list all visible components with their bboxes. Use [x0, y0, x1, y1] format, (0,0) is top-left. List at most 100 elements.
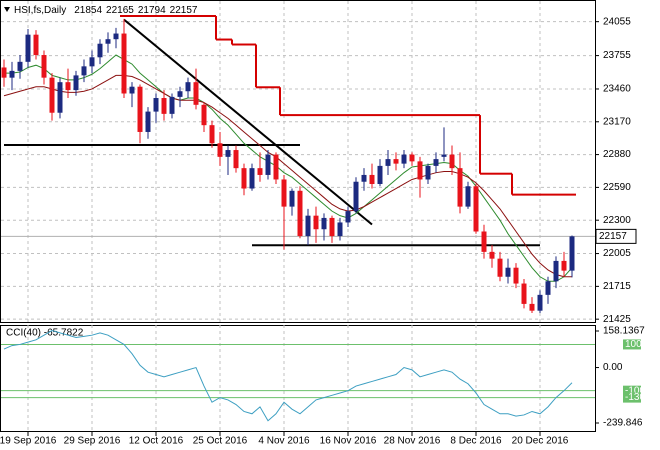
candle-body: [473, 186, 479, 232]
candle-body: [385, 159, 391, 166]
candle-body: [561, 260, 567, 271]
candle-body: [553, 260, 559, 282]
y-limit-label: -239.846: [603, 418, 643, 429]
candle-body: [145, 111, 151, 132]
x-tick-label: 16 Nov 2016: [320, 436, 377, 447]
candle-body: [185, 82, 191, 92]
candle-body: [121, 33, 127, 94]
candle-body: [217, 143, 223, 157]
last-close: 22157: [170, 5, 198, 16]
last-price-box: [595, 228, 637, 244]
y-tick-label: 21425: [603, 314, 631, 325]
candle-body: [545, 281, 551, 295]
candle-body: [65, 82, 71, 91]
y-tick-label: 23460: [603, 84, 631, 95]
cci-title: CCI(40) -65.7822: [6, 328, 84, 339]
y-tick-label: 22300: [603, 215, 631, 226]
candle-body: [9, 70, 15, 78]
x-tick-label: 28 Nov 2016: [384, 436, 441, 447]
x-tick-label: 20 Dec 2016: [512, 436, 569, 447]
level-label: 100: [625, 339, 642, 350]
candle-body: [449, 154, 455, 169]
candle-body: [537, 294, 543, 311]
candle-body: [329, 217, 335, 237]
candle-body: [497, 258, 503, 277]
candle-body: [161, 98, 167, 114]
level-box: [623, 392, 641, 403]
candle-body: [353, 181, 359, 212]
candle-body: [105, 39, 111, 44]
last-high: 22165: [106, 5, 134, 16]
y-limit-label: 158.1367: [603, 326, 645, 337]
candle-body: [33, 34, 39, 56]
candle-body: [489, 251, 495, 259]
candle-body: [393, 159, 399, 164]
candle-body: [313, 215, 319, 230]
candle-body: [465, 186, 471, 207]
candle-body: [193, 82, 199, 105]
candle-body: [209, 125, 215, 144]
candle-body: [169, 96, 175, 114]
candle-body: [25, 34, 31, 62]
cci-pane: [0, 325, 596, 432]
candle-body: [369, 174, 375, 184]
x-tick-label: 8 Dec 2016: [450, 436, 502, 447]
candle-body: [57, 82, 63, 113]
x-tick-label: 4 Nov 2016: [258, 436, 310, 447]
candle-body: [201, 104, 207, 126]
candle-body: [257, 168, 263, 175]
x-tick-label: 25 Oct 2016: [193, 436, 248, 447]
last-low: 21794: [138, 5, 166, 16]
candle-body: [1, 67, 7, 78]
level-box: [623, 339, 641, 350]
candle-body: [569, 236, 575, 271]
candle-body: [481, 231, 487, 252]
candle-body: [137, 86, 143, 132]
candle-body: [441, 154, 447, 157]
y-tick-label: 22590: [603, 182, 631, 193]
y-tick-label: 23170: [603, 116, 631, 127]
candle-body: [337, 222, 343, 237]
candle-body: [241, 168, 247, 189]
candle-body: [297, 190, 303, 237]
candle-body: [305, 215, 311, 237]
candle-body: [17, 61, 23, 71]
cci-line: [3, 330, 573, 422]
candle-body: [281, 179, 287, 207]
x-tick-label: 29 Sep 2016: [64, 436, 121, 447]
candle-body: [225, 150, 231, 157]
candle-body: [81, 66, 87, 76]
candle-body: [97, 43, 103, 58]
x-tick-label: 12 Oct 2016: [129, 436, 184, 447]
level-box: [623, 385, 641, 396]
candle-body: [177, 91, 183, 97]
y-tick-label: 24055: [603, 16, 631, 27]
candle-body: [49, 77, 55, 113]
last-open: 21854: [74, 5, 102, 16]
y-tick-label: 0.00: [603, 362, 623, 373]
candle-body: [113, 33, 119, 40]
trend-line: [123, 18, 373, 226]
main-title: HSI,fs,Daily 21854 22165 21794 22157: [14, 5, 198, 16]
y-tick-label: 23755: [603, 50, 631, 61]
y-tick-label: 22880: [603, 149, 631, 160]
candle-body: [361, 174, 367, 182]
candle-body: [273, 154, 279, 180]
candle-body: [41, 55, 47, 78]
candle-body: [377, 165, 383, 184]
candle-body: [417, 161, 423, 180]
candle-body: [249, 168, 255, 189]
candle-body: [505, 267, 511, 277]
title-icon: [4, 7, 10, 12]
candle-body: [457, 168, 463, 207]
level-label: -100: [625, 385, 645, 396]
candle-body: [513, 267, 519, 284]
candle-body: [521, 283, 527, 304]
candle-body: [433, 159, 439, 166]
candle-body: [409, 154, 415, 162]
last-price-label: 22157: [599, 231, 627, 242]
candle-body: [425, 165, 431, 180]
symbol: HSI,fs,Daily: [14, 5, 66, 16]
